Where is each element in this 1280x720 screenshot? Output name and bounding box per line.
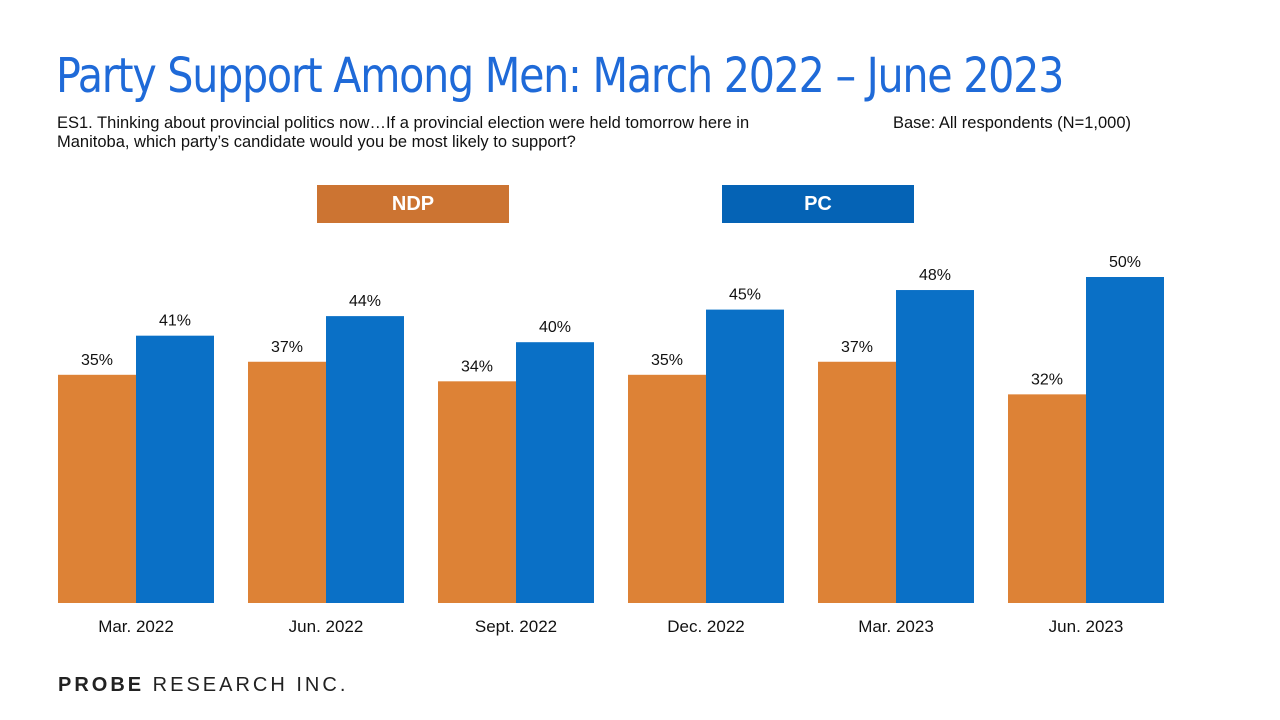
data-label: 35% [81,352,113,369]
legend-ndp: NDP [317,185,509,223]
category-label: Sept. 2022 [475,617,557,636]
bar-ndp [1008,394,1086,603]
data-label: 35% [651,352,683,369]
probe-research-logo: PROBE RESEARCH INC. [58,674,348,697]
bar-pc [516,342,594,603]
data-label: 40% [539,319,571,336]
bar-ndp [58,374,136,603]
survey-question: ES1. Thinking about provincial politics … [57,114,750,151]
bar-pc [896,290,974,603]
bar-pc [136,335,214,603]
data-label: 41% [159,313,191,330]
logo-bold: PROBE [58,674,145,696]
logo-rest: RESEARCH INC. [144,674,349,696]
bar-pc [326,316,404,603]
bar-ndp [438,381,516,603]
category-label: Mar. 2023 [858,617,934,636]
category-label: Jun. 2022 [289,617,364,636]
data-label: 48% [919,267,951,284]
data-label: 32% [1031,371,1063,388]
data-label: 37% [841,339,873,356]
data-label: 50% [1109,254,1141,271]
bar-pc [706,309,784,603]
data-label: 34% [461,358,493,375]
data-label: 45% [729,287,761,304]
base-note: Base: All respondents (N=1,000) [893,114,1132,132]
category-label: Jun. 2023 [1049,617,1124,636]
data-label: 44% [349,293,381,310]
bar-ndp [818,361,896,603]
bar-ndp [628,374,706,603]
category-label: Dec. 2022 [667,617,745,636]
category-label: Mar. 2022 [98,617,174,636]
legend-pc: PC [722,185,914,223]
data-label: 37% [271,339,303,356]
chart-title: Party Support Among Men: March 2022 – Ju… [56,48,1064,104]
bar-pc [1086,277,1164,603]
bar-ndp [248,361,326,603]
